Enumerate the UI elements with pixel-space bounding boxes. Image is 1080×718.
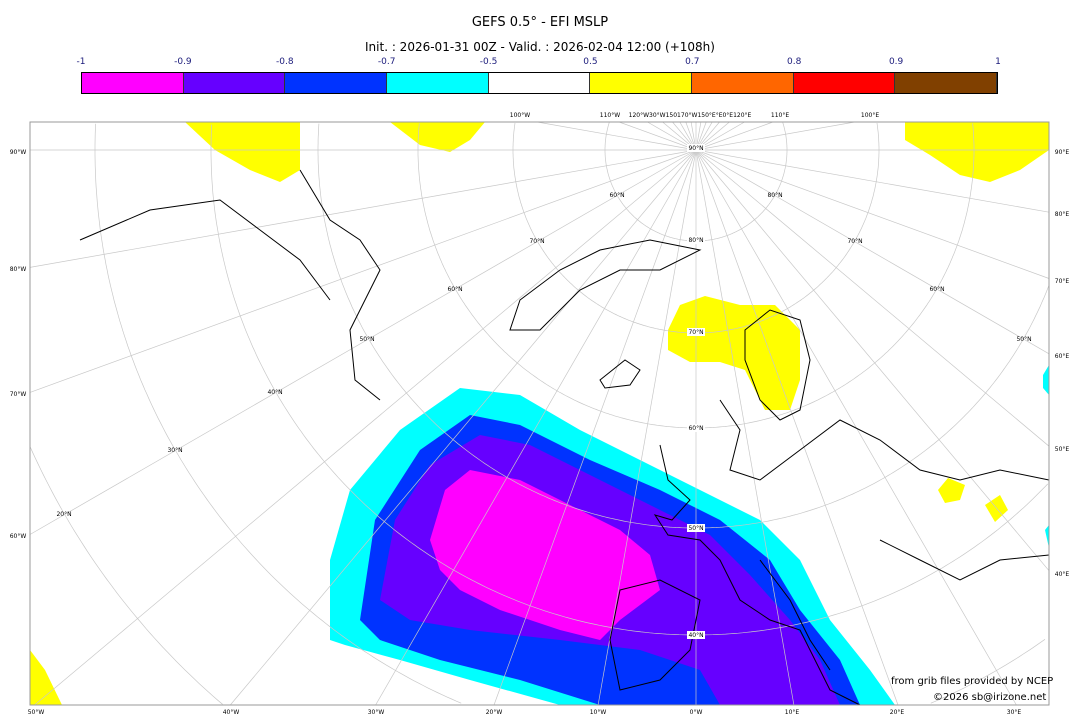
meridian-line <box>375 149 697 706</box>
bottom-axis-label: 0°W <box>690 709 703 716</box>
efi-magenta-area <box>430 470 660 640</box>
latitude-label: 50°N <box>359 336 374 343</box>
right-axis-label: 90°E <box>1055 149 1070 156</box>
latitude-circle <box>604 122 788 242</box>
graticule <box>29 121 1050 706</box>
latitude-label: 70°N <box>529 238 544 245</box>
top-axis-label: 100°E <box>861 112 879 119</box>
latitude-label: 80°N <box>688 237 703 244</box>
bottom-axis-label: 30°W <box>368 709 385 716</box>
latitude-label: 70°N <box>847 238 862 245</box>
bottom-axis-label: 20°W <box>486 709 503 716</box>
bottom-axis-label: 10°W <box>590 709 607 716</box>
latitude-circle <box>317 123 1050 529</box>
meridian-line <box>618 121 697 151</box>
meridian-line <box>695 149 899 706</box>
latitude-label: 80°N <box>767 192 782 199</box>
top-axis-label: 100°W <box>510 112 530 119</box>
meridian-line <box>695 149 1050 571</box>
bottom-axis-label: 10°E <box>785 709 800 716</box>
right-axis-label: 50°E <box>1055 446 1070 453</box>
latitude-label: 30°N <box>167 447 182 454</box>
latitude-label: 60°N <box>609 192 624 199</box>
latitude-circle <box>29 446 223 705</box>
meridian-line <box>695 121 774 151</box>
meridian-line <box>29 149 697 268</box>
left-axis-label: 90°W <box>10 149 27 156</box>
colorbar-segment <box>82 73 184 93</box>
colorbar-tick: 0.5 <box>583 57 598 67</box>
meridian-line <box>230 149 697 706</box>
colorbar <box>81 72 998 94</box>
latitude-label: 70°N <box>688 329 703 336</box>
bottom-axis-label: 30°E <box>1007 709 1022 716</box>
colorbar-segment <box>590 73 693 93</box>
meridian-line <box>597 149 697 706</box>
latitude-label: 90°N <box>688 145 703 152</box>
colorbar-tick: 1 <box>995 57 1001 67</box>
right-axis-label: 60°E <box>1055 353 1070 360</box>
bottom-axis-label: 50°W <box>28 709 45 716</box>
colorbar-segment <box>793 73 896 93</box>
colorbar-segment <box>183 73 286 93</box>
map-frame <box>29 121 1050 706</box>
coastlines <box>79 169 1050 706</box>
meridian-line <box>695 149 1050 213</box>
credit-source: from grib files provided by NCEP <box>891 676 1054 687</box>
meridian-line <box>695 121 855 151</box>
latitude-label: 60°N <box>447 286 462 293</box>
latitude-circle <box>417 123 975 429</box>
left-axis-label: 70°W <box>10 391 27 398</box>
right-axis-label: 40°E <box>1055 571 1070 578</box>
colorbar-tick: -0.7 <box>377 57 396 67</box>
meridian-line <box>695 149 1017 706</box>
meridian-line <box>695 149 1050 447</box>
colorbar-segment <box>692 73 794 93</box>
colorbar-tick: -0.5 <box>479 57 498 67</box>
meridian-line <box>29 149 697 535</box>
latitude-circle <box>94 123 1046 704</box>
meridian-line <box>695 149 795 706</box>
colorbar-tick: -1 <box>76 57 86 67</box>
left-axis-label: 60°W <box>10 533 27 540</box>
latitude-label: 50°N <box>1016 336 1031 343</box>
latitude-label: 20°N <box>56 511 71 518</box>
latitude-circle <box>512 122 880 334</box>
credit-copyright: ©2026 sb@irizone.net <box>933 692 1047 703</box>
colorbar-segment <box>387 73 489 93</box>
bottom-axis-label: 40°W <box>223 709 240 716</box>
efi-yellow-areas <box>30 122 1049 705</box>
right-axis-label: 70°E <box>1055 278 1070 285</box>
meridian-line <box>29 149 697 393</box>
latitude-label: 60°N <box>929 286 944 293</box>
left-axis-label: 80°W <box>10 266 27 273</box>
top-axis-label: 110°W <box>600 112 620 119</box>
meridian-line <box>537 121 697 151</box>
latitude-label: 60°N <box>688 425 703 432</box>
chart-title: GEFS 0.5° - EFI MSLP <box>471 15 609 30</box>
meridian-line <box>34 149 697 706</box>
latitude-label: 50°N <box>688 525 703 532</box>
meridian-line <box>695 149 1050 279</box>
colorbar-segment <box>895 73 998 93</box>
colorbar-tick: 0.7 <box>685 57 700 67</box>
latitude-label: 40°N <box>267 389 282 396</box>
colorbar-tick: -0.8 <box>275 57 294 67</box>
colorbar-tick: -0.9 <box>174 57 192 67</box>
top-axis-label: 110°E <box>771 112 789 119</box>
colorbar-segment <box>488 73 591 93</box>
bottom-axis-label: 20°E <box>890 709 905 716</box>
chart-subtitle: Init. : 2026-01-31 00Z - Valid. : 2026-0… <box>365 40 715 54</box>
colorbar-segment <box>285 73 388 93</box>
colorbar-tick: 0.8 <box>787 57 802 67</box>
colorbar-tick: 0.9 <box>888 57 904 67</box>
meridian-line <box>695 149 1050 355</box>
top-axis-label: 120°W30°W150170°W150°E°E0°E120°E <box>629 112 752 119</box>
latitude-circle <box>210 124 1049 636</box>
latitude-label: 40°N <box>688 632 703 639</box>
right-axis-label: 80°E <box>1055 211 1070 218</box>
